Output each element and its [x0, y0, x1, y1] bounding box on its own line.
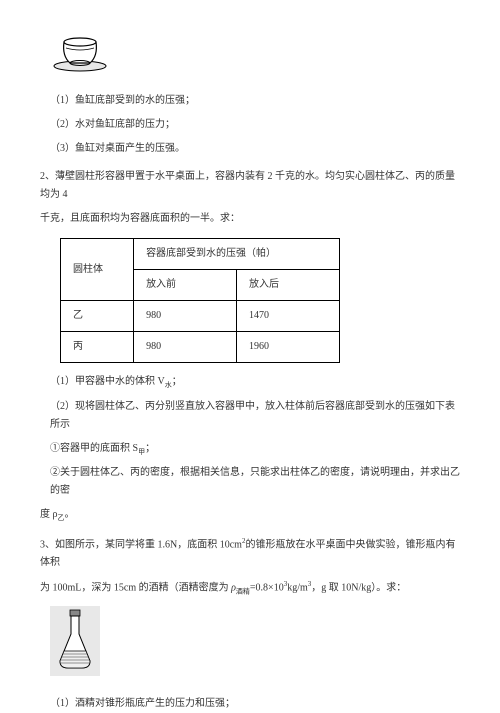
- pressure-table: 圆柱体 容器底部受到水的压强（帕） 放入前 放入后 乙 980 1470 丙 9…: [60, 238, 340, 363]
- p2-q2b-end: 。: [65, 509, 75, 520]
- p3-q1: （1）酒精对锥形瓶底产生的压力和压强；: [50, 695, 460, 713]
- table-header-before: 放入前: [134, 270, 237, 301]
- table-header-after: 放入后: [237, 270, 340, 301]
- p2-q2b-sub: 乙: [58, 514, 65, 522]
- p2-intro-b: 千克，且底面积均为容器底面积的一半。求：: [40, 210, 460, 228]
- p3-line2-d: ，g 取 10N/kg）。求：: [311, 582, 406, 593]
- p3-line2-c: kg/m: [287, 582, 308, 593]
- flask-svg: [50, 606, 100, 676]
- p2-q2a-text: ①容器甲的底面积 S: [50, 443, 138, 454]
- flask-illustration: [50, 606, 460, 683]
- p3-line1-a: 3、如图所示，某同学将重 1.6N，底面积 10cm: [40, 539, 242, 550]
- p2-q2b-b-line: 度 ρ乙。: [40, 506, 460, 525]
- p2-q1: （1）甲容器中水的体积 V水；: [50, 373, 460, 392]
- p3-line2-rho-sub: 酒精: [236, 587, 250, 595]
- fishbowl-svg: [50, 28, 110, 73]
- table-yi-after: 1470: [237, 301, 340, 332]
- table-yi-label: 乙: [61, 301, 134, 332]
- p3-line2-b: =0.8×10: [250, 582, 284, 593]
- p1-q2: （2）水对鱼缸底部的压力；: [50, 116, 460, 134]
- table-bing-before: 980: [134, 332, 237, 363]
- p1-q1: （1）鱼缸底部受到的水的压强；: [50, 92, 460, 110]
- table-bing-label: 丙: [61, 332, 134, 363]
- table-header-col1: 圆柱体: [61, 239, 134, 301]
- p2-q2b-a: ②关于圆柱体乙、丙的密度，根据相关信息，只能求出柱体乙的密度，请说明理由，并求出…: [50, 464, 460, 500]
- p3-line2: 为 100mL，深为 15cm 的酒精（酒精密度为 ρ酒精=0.8×103kg/…: [40, 578, 460, 598]
- p3-line2-a: 为 100mL，深为 15cm 的酒精（酒精密度为: [40, 582, 231, 593]
- p2-q2a-sub: 甲: [138, 448, 145, 456]
- fishbowl-illustration: [50, 28, 460, 80]
- table-header-main: 容器底部受到水的压强（帕）: [134, 239, 340, 270]
- p2-q2a-end: ；: [145, 443, 155, 454]
- p2-q1-end: ；: [172, 376, 182, 387]
- p3-line1: 3、如图所示，某同学将重 1.6N，底面积 10cm2的锥形瓶放在水平桌面中央做…: [40, 535, 460, 572]
- p2-q1-sub: 水: [165, 381, 172, 389]
- p1-q3: （3）鱼缸对桌面产生的压强。: [50, 140, 460, 158]
- table-yi-before: 980: [134, 301, 237, 332]
- p2-intro-a: 2、薄壁圆柱形容器甲置于水平桌面上，容器内装有 2 千克的水。均匀实心圆柱体乙、…: [40, 168, 460, 204]
- p2-q2b-b: 度 ρ: [40, 509, 58, 520]
- table-bing-after: 1960: [237, 332, 340, 363]
- p2-q1-text: （1）甲容器中水的体积 V: [50, 376, 165, 387]
- p2-q2a: ①容器甲的底面积 S甲；: [50, 440, 460, 459]
- p2-q2: （2）现将圆柱体乙、丙分别竖直放入容器甲中，放入柱体前后容器底部受到水的压强如下…: [50, 398, 460, 434]
